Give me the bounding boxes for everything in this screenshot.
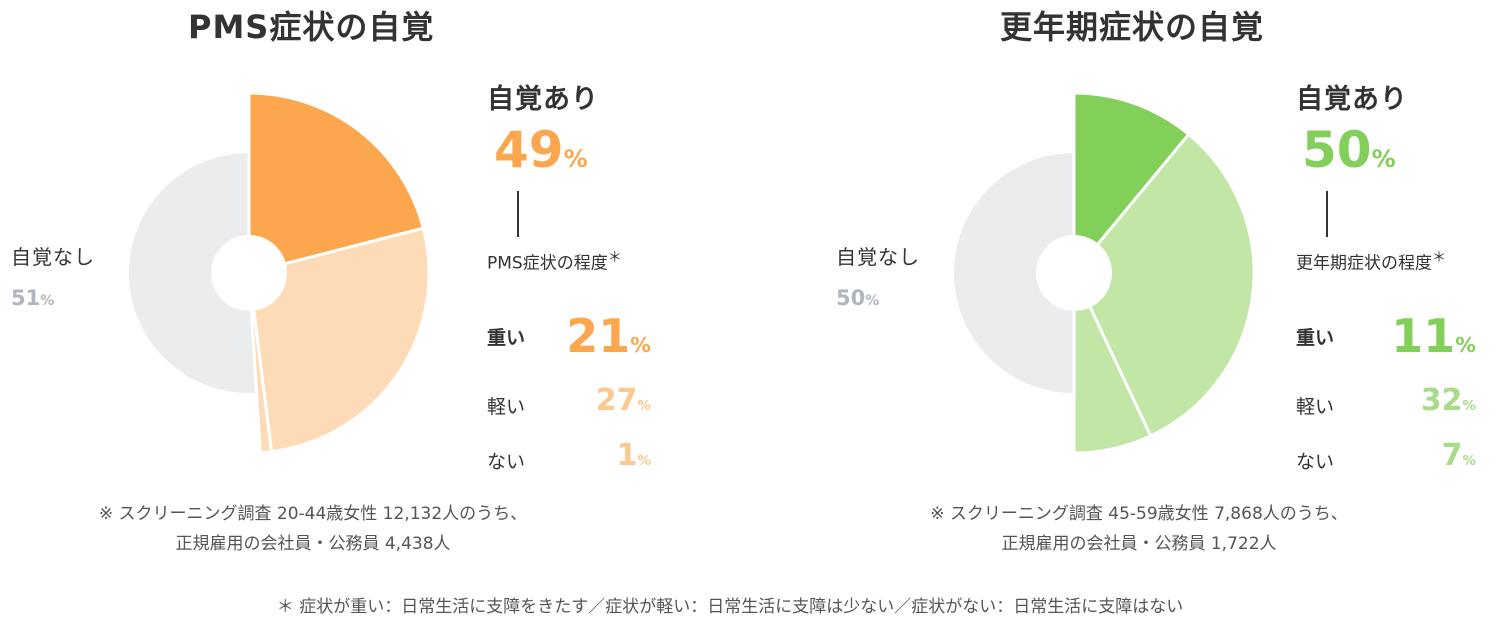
aware-label: 自覚あり <box>1296 84 1408 115</box>
chart-title: 更年期症状の自覚 <box>1000 8 1265 46</box>
donut-hole <box>1036 235 1112 311</box>
sample-note: ※ スクリーニング調査 20-44歳女性 12,132人のうち、 正規雇用の会社… <box>0 499 626 559</box>
level-name: 重い <box>487 327 526 349</box>
level-value: 11% <box>1391 309 1476 363</box>
level-value: 32% <box>1420 383 1476 418</box>
slice-heavy <box>1072 91 1191 275</box>
sample-note-line: 正規雇用の会社員・公務員 1,722人 <box>1001 534 1277 554</box>
level-name: 重い <box>1296 327 1335 349</box>
level-name: 軽い <box>1296 396 1335 418</box>
connector-line <box>1326 191 1328 237</box>
sample-note: ※ スクリーニング調査 45-59歳女性 7,868人のうち、 正規雇用の会社員… <box>826 499 1452 559</box>
level-name: 軽い <box>487 396 526 418</box>
level-row-heavy: 重い 11% <box>1296 313 1476 359</box>
chart-title: PMS症状の自覚 <box>188 8 435 46</box>
level-row-none: ない 7% <box>1296 437 1476 477</box>
degree-label: PMS症状の程度＊ <box>487 250 622 274</box>
slice-heavy <box>247 91 425 275</box>
menopause-chart-panel: 更年期症状の自覚 自覚なし 50% 自覚あり 50% 更年期症状の程度＊ 重い … <box>826 0 1505 580</box>
level-row-heavy: 重い 21% <box>487 313 651 359</box>
unaware-label: 自覚なし <box>11 245 95 269</box>
level-row-none: ない 1% <box>487 437 651 477</box>
level-name: ない <box>487 451 526 473</box>
sample-note-line: ※ スクリーニング調査 45-59歳女性 7,868人のうち、 <box>930 504 1348 524</box>
footnote: ＊ 症状が重い：日常生活に支障をきたす／症状が軽い：日常生活に支障は少ない／症状… <box>276 597 1184 617</box>
donut-chart <box>128 91 431 455</box>
aware-value: 50% <box>1302 121 1396 179</box>
unaware-value: 50% <box>836 286 880 310</box>
aware-value: 49% <box>494 121 588 179</box>
sample-note-line: ※ スクリーニング調査 20-44歳女性 12,132人のうち、 <box>98 504 528 524</box>
pms-chart-panel: PMS症状の自覚 自覚なし 51% 自覚あり 49% PMS症状の程度＊ 重い … <box>0 0 752 580</box>
slice-light <box>1072 132 1256 438</box>
slice-unaware <box>954 153 1074 393</box>
connector-line <box>517 191 519 237</box>
unaware-value: 51% <box>11 286 55 310</box>
level-value: 7% <box>1441 438 1476 473</box>
donut-chart <box>954 91 1256 455</box>
level-row-light: 軽い 27% <box>487 382 651 422</box>
donut-hole <box>211 235 287 311</box>
level-value: 27% <box>595 383 651 418</box>
level-value: 21% <box>566 309 651 363</box>
level-row-light: 軽い 32% <box>1296 382 1476 422</box>
slice-none <box>1072 271 1153 455</box>
sample-note-line: 正規雇用の会社員・公務員 4,438人 <box>175 534 451 554</box>
aware-label: 自覚あり <box>487 84 599 115</box>
slice-unaware <box>128 152 257 393</box>
unaware-label: 自覚なし <box>836 245 920 269</box>
slice-none <box>247 271 274 455</box>
slice-light <box>247 226 431 454</box>
level-value: 1% <box>616 438 651 473</box>
degree-label: 更年期症状の程度＊ <box>1296 250 1446 274</box>
level-name: ない <box>1296 451 1335 473</box>
